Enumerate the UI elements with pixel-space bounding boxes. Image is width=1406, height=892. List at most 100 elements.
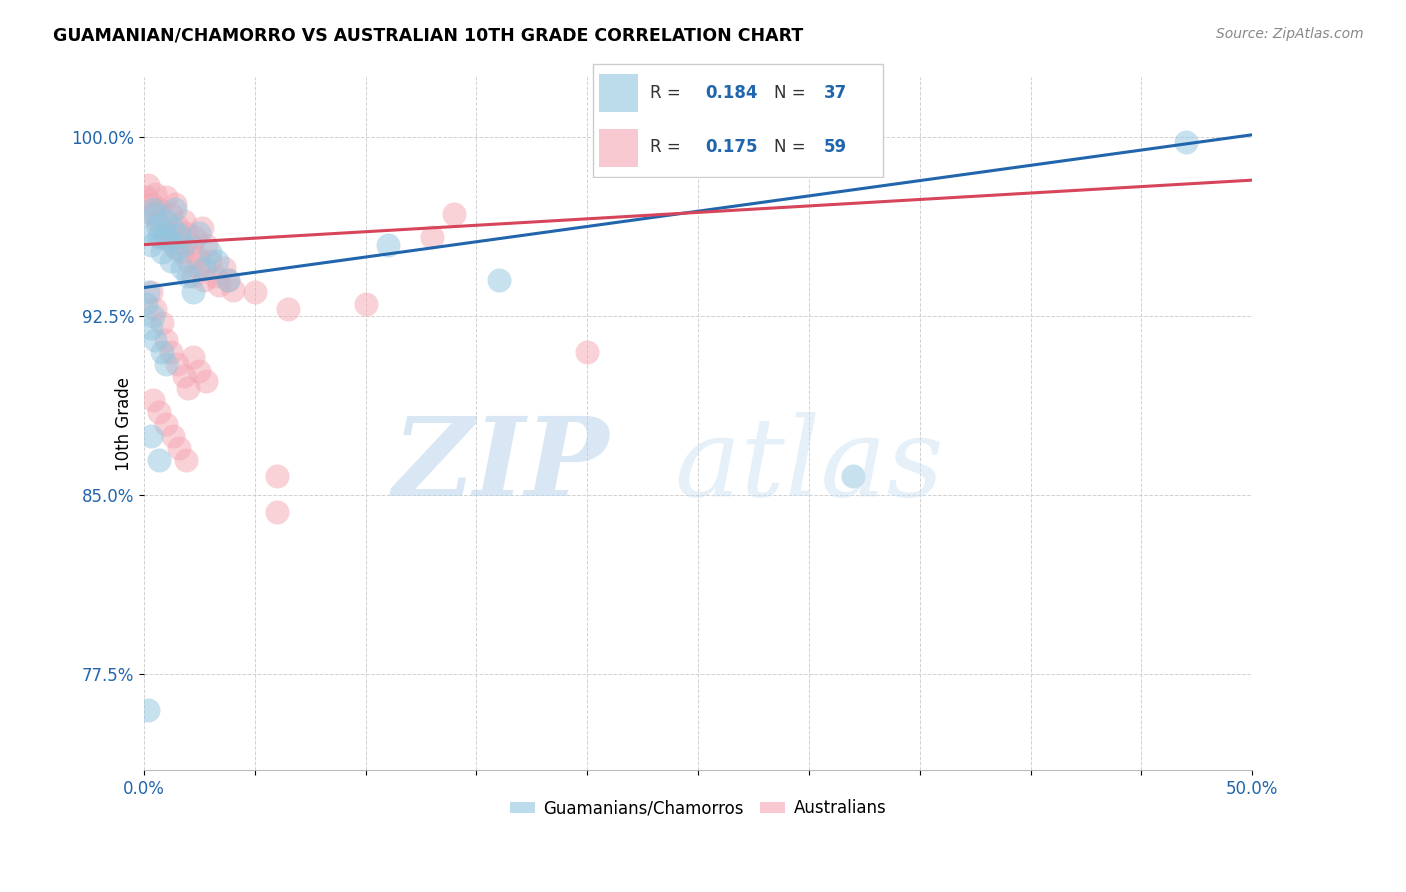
Point (162, 237, 184, 252)
Point (184, 230, 207, 244)
Point (153, 230, 176, 244)
Point (576, 345, 599, 359)
Point (266, 505, 288, 519)
Point (155, 357, 177, 371)
Point (188, 226, 211, 240)
Point (150, 244, 173, 259)
Point (443, 206, 465, 220)
Point (180, 237, 202, 252)
Point (842, 469, 865, 483)
Point (169, 228, 191, 243)
Point (354, 297, 377, 311)
Point (200, 254, 222, 268)
Point (143, 187, 166, 202)
Point (195, 374, 218, 388)
Point (139, 237, 162, 252)
Point (148, 452, 170, 467)
Point (162, 428, 184, 442)
Point (150, 220, 173, 235)
Text: 0.175: 0.175 (706, 138, 758, 156)
Point (188, 261, 211, 276)
Point (173, 368, 195, 383)
Point (277, 302, 299, 317)
Text: atlas: atlas (673, 411, 943, 519)
Point (135, 297, 157, 311)
Point (150, 317, 173, 331)
Point (208, 278, 231, 293)
Text: Source: ZipAtlas.com: Source: ZipAtlas.com (1216, 27, 1364, 41)
Point (146, 219, 169, 233)
Point (166, 243, 188, 257)
Point (217, 273, 239, 287)
Point (205, 254, 228, 268)
Point (155, 333, 177, 347)
Point (139, 321, 162, 335)
Text: N =: N = (773, 84, 810, 102)
Point (243, 285, 266, 300)
Point (142, 202, 165, 216)
Point (143, 206, 166, 220)
Point (173, 237, 195, 252)
Point (212, 261, 235, 276)
Text: 37: 37 (824, 84, 846, 102)
Point (138, 223, 160, 237)
Legend: Guamanians/Chamorros, Australians: Guamanians/Chamorros, Australians (503, 793, 893, 824)
Point (135, 190, 157, 204)
Point (170, 261, 193, 276)
Point (217, 273, 239, 287)
Point (142, 310, 165, 324)
Point (181, 285, 204, 300)
Text: 0.184: 0.184 (706, 84, 758, 102)
Point (193, 273, 215, 287)
Point (177, 254, 200, 268)
Point (181, 350, 204, 364)
Point (200, 244, 222, 259)
Point (193, 261, 215, 276)
Point (188, 364, 211, 378)
Text: R =: R = (650, 138, 686, 156)
Point (266, 469, 288, 483)
Point (146, 213, 169, 227)
Point (169, 230, 191, 244)
Point (186, 250, 208, 264)
Point (420, 230, 443, 244)
Point (166, 219, 188, 233)
Point (169, 441, 191, 455)
Point (157, 233, 180, 247)
Point (1174, 135, 1197, 149)
Point (195, 237, 218, 252)
Point (139, 428, 162, 442)
Point (155, 417, 177, 431)
Point (142, 392, 165, 407)
Point (173, 213, 195, 227)
Point (138, 703, 160, 717)
Point (221, 283, 243, 297)
Point (148, 202, 170, 216)
Point (143, 302, 166, 317)
Text: ZIP: ZIP (392, 411, 609, 519)
Point (177, 381, 200, 395)
Point (155, 213, 177, 227)
Point (162, 220, 184, 235)
Point (163, 202, 186, 216)
Point (138, 285, 160, 300)
Point (170, 244, 193, 259)
Point (142, 206, 165, 220)
Point (488, 273, 510, 287)
Text: N =: N = (773, 138, 810, 156)
Text: GUAMANIAN/CHAMORRO VS AUSTRALIAN 10TH GRADE CORRELATION CHART: GUAMANIAN/CHAMORRO VS AUSTRALIAN 10TH GR… (53, 27, 804, 45)
FancyBboxPatch shape (593, 63, 883, 178)
Bar (599, 128, 638, 167)
Text: 59: 59 (824, 138, 846, 156)
Point (166, 357, 188, 371)
Bar (599, 74, 638, 112)
Point (204, 268, 226, 283)
Point (157, 226, 180, 240)
Point (150, 345, 173, 359)
Point (153, 226, 176, 240)
Point (377, 237, 399, 252)
Point (138, 178, 160, 192)
Point (159, 206, 181, 220)
Point (174, 452, 197, 467)
Point (139, 285, 162, 300)
